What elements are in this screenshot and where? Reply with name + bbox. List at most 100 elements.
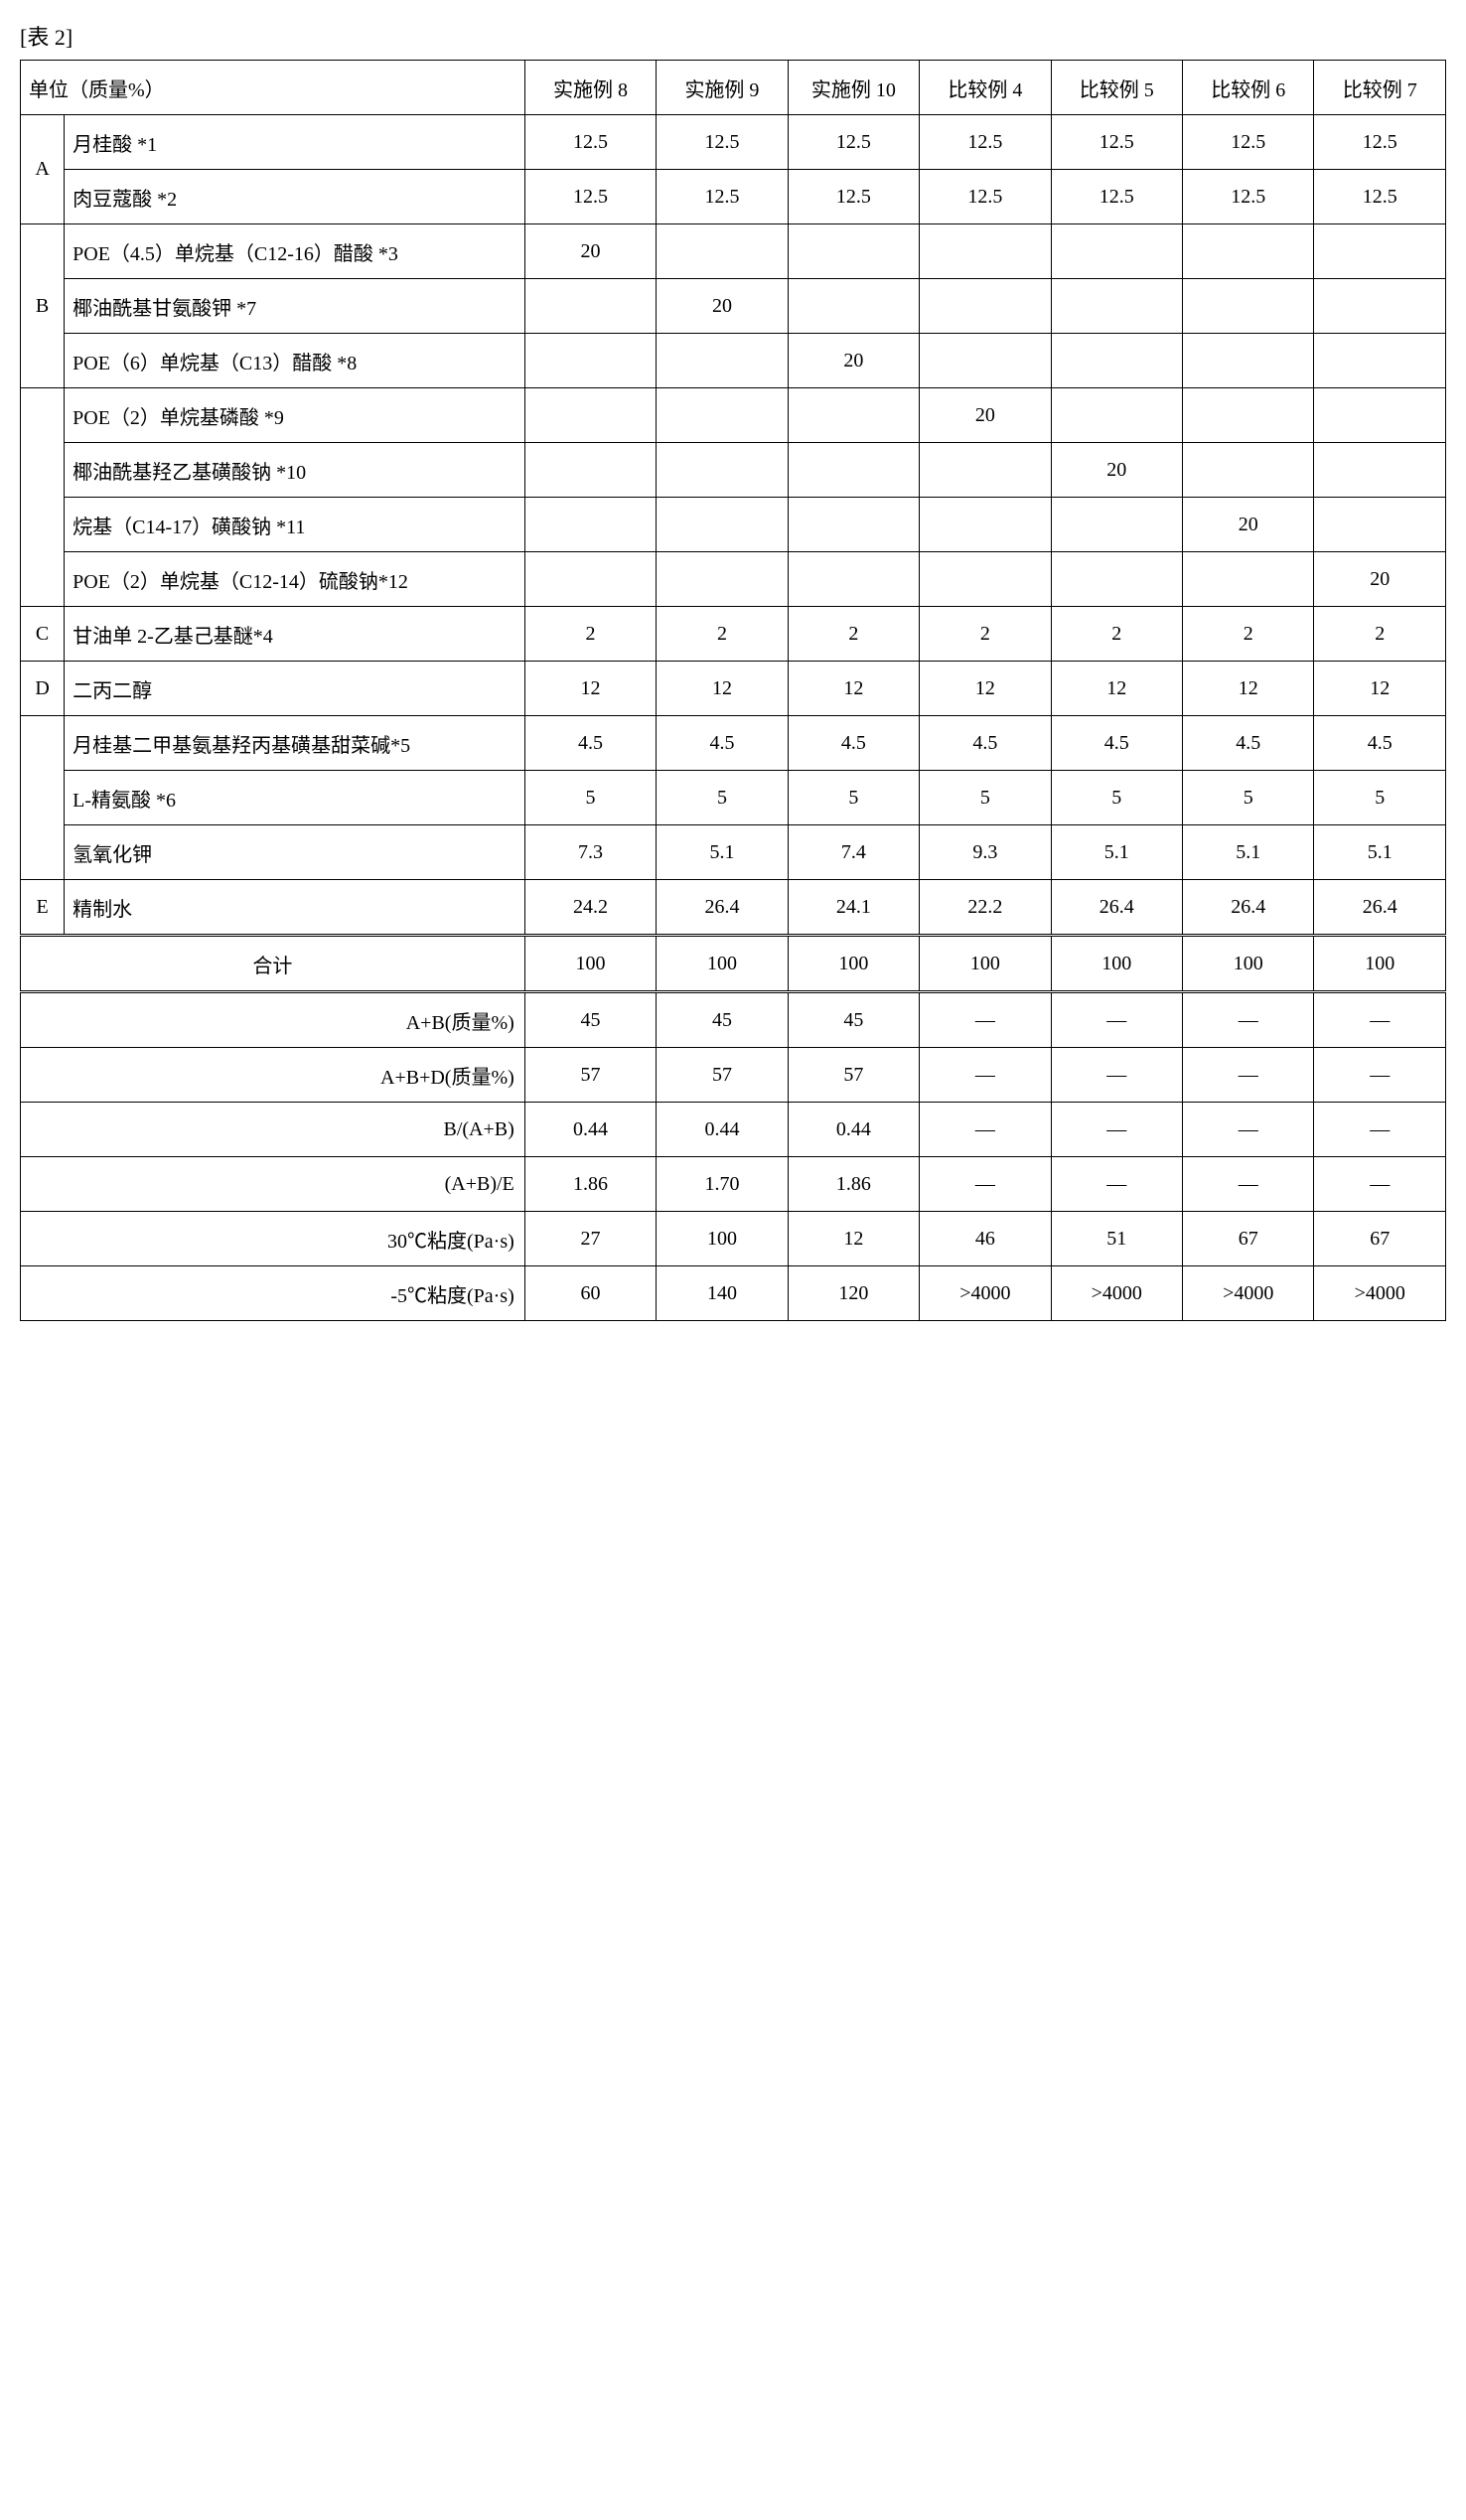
table-row: POE（6）单烷基（C13）醋酸 *820: [21, 334, 1446, 388]
cell: 4.5: [524, 716, 656, 771]
cell: 12: [920, 662, 1051, 716]
total-cell: 100: [524, 936, 656, 992]
summary-cell: —: [1183, 1103, 1314, 1157]
summary-cell: 100: [657, 1212, 788, 1266]
cell: [1183, 279, 1314, 334]
cell: 12: [1314, 662, 1446, 716]
col-header-2: 实施例 10: [788, 61, 919, 115]
cell: 2: [524, 607, 656, 662]
table-row: 月桂基二甲基氨基羟丙基磺基甜菜碱*54.54.54.54.54.54.54.5: [21, 716, 1446, 771]
col-header-5: 比较例 6: [1183, 61, 1314, 115]
cell: 26.4: [1051, 880, 1182, 936]
summary-row: B/(A+B)0.440.440.44————: [21, 1103, 1446, 1157]
cell: 12.5: [920, 170, 1051, 224]
table-row: 烷基（C14-17）磺酸钠 *1120: [21, 498, 1446, 552]
table-row: POE（2）单烷基磷酸 *920: [21, 388, 1446, 443]
cell: 5: [657, 771, 788, 825]
summary-cell: —: [1314, 1103, 1446, 1157]
cell: [920, 443, 1051, 498]
cell: [788, 498, 919, 552]
group-label: [21, 716, 65, 880]
summary-cell: —: [1051, 1048, 1182, 1103]
summary-label: (A+B)/E: [21, 1157, 525, 1212]
cell: 5.1: [1051, 825, 1182, 880]
cell: 20: [1183, 498, 1314, 552]
cell: [1051, 279, 1182, 334]
cell: 12.5: [788, 115, 919, 170]
cell: [524, 279, 656, 334]
row-name: 椰油酰基羟乙基磺酸钠 *10: [65, 443, 525, 498]
summary-label: 30℃粘度(Pa·s): [21, 1212, 525, 1266]
cell: 4.5: [920, 716, 1051, 771]
summary-cell: —: [920, 992, 1051, 1048]
row-name: 月桂基二甲基氨基羟丙基磺基甜菜碱*5: [65, 716, 525, 771]
row-name: POE（2）单烷基（C12-14）硫酸钠*12: [65, 552, 525, 607]
summary-cell: 67: [1183, 1212, 1314, 1266]
summary-cell: 57: [788, 1048, 919, 1103]
summary-cell: —: [1183, 992, 1314, 1048]
summary-cell: —: [1314, 992, 1446, 1048]
summary-cell: 45: [788, 992, 919, 1048]
cell: 5.1: [657, 825, 788, 880]
cell: 12.5: [524, 115, 656, 170]
cell: [920, 279, 1051, 334]
cell: [1183, 552, 1314, 607]
cell: 4.5: [1183, 716, 1314, 771]
total-cell: 100: [920, 936, 1051, 992]
cell: [1314, 498, 1446, 552]
table-row: C甘油单 2-乙基己基醚*42222222: [21, 607, 1446, 662]
summary-row: A+B+D(质量%)575757————: [21, 1048, 1446, 1103]
table-row: L-精氨酸 *65555555: [21, 771, 1446, 825]
summary-cell: —: [1051, 1103, 1182, 1157]
cell: 12.5: [1051, 115, 1182, 170]
cell: 5: [524, 771, 656, 825]
cell: 12.5: [524, 170, 656, 224]
group-label: E: [21, 880, 65, 936]
cell: [1314, 224, 1446, 279]
summary-cell: —: [920, 1157, 1051, 1212]
cell: [1051, 334, 1182, 388]
cell: [657, 552, 788, 607]
cell: 20: [524, 224, 656, 279]
summary-cell: 0.44: [657, 1103, 788, 1157]
table-row: 椰油酰基羟乙基磺酸钠 *10 20: [21, 443, 1446, 498]
col-header-1: 实施例 9: [657, 61, 788, 115]
cell: 20: [1051, 443, 1182, 498]
cell: 26.4: [657, 880, 788, 936]
summary-cell: 1.70: [657, 1157, 788, 1212]
cell: 24.2: [524, 880, 656, 936]
cell: 12: [1183, 662, 1314, 716]
table-row: 肉豆蔻酸 *212.512.512.512.512.512.512.5: [21, 170, 1446, 224]
unit-header: 单位（质量%）: [21, 61, 525, 115]
cell: 5.1: [1314, 825, 1446, 880]
cell: 20: [1314, 552, 1446, 607]
cell: [524, 388, 656, 443]
summary-cell: 1.86: [788, 1157, 919, 1212]
summary-label: B/(A+B): [21, 1103, 525, 1157]
cell: [657, 388, 788, 443]
total-cell: 100: [1314, 936, 1446, 992]
col-header-4: 比较例 5: [1051, 61, 1182, 115]
summary-cell: 57: [524, 1048, 656, 1103]
summary-row: -5℃粘度(Pa·s)60140120>4000>4000>4000>4000: [21, 1266, 1446, 1321]
cell: 5: [1183, 771, 1314, 825]
cell: [657, 498, 788, 552]
cell: [657, 443, 788, 498]
cell: 12.5: [1051, 170, 1182, 224]
cell: [788, 224, 919, 279]
cell: 20: [920, 388, 1051, 443]
cell: 4.5: [1051, 716, 1182, 771]
summary-cell: 67: [1314, 1212, 1446, 1266]
cell: [788, 552, 919, 607]
cell: [1314, 388, 1446, 443]
cell: 12.5: [920, 115, 1051, 170]
table-row: E精制水24.226.424.122.226.426.426.4: [21, 880, 1446, 936]
summary-cell: —: [1183, 1048, 1314, 1103]
summary-row: A+B(质量%)454545————: [21, 992, 1446, 1048]
summary-cell: 57: [657, 1048, 788, 1103]
cell: 4.5: [657, 716, 788, 771]
summary-row: 30℃粘度(Pa·s)271001246516767: [21, 1212, 1446, 1266]
total-cell: 100: [1183, 936, 1314, 992]
summary-cell: —: [920, 1048, 1051, 1103]
col-header-3: 比较例 4: [920, 61, 1051, 115]
